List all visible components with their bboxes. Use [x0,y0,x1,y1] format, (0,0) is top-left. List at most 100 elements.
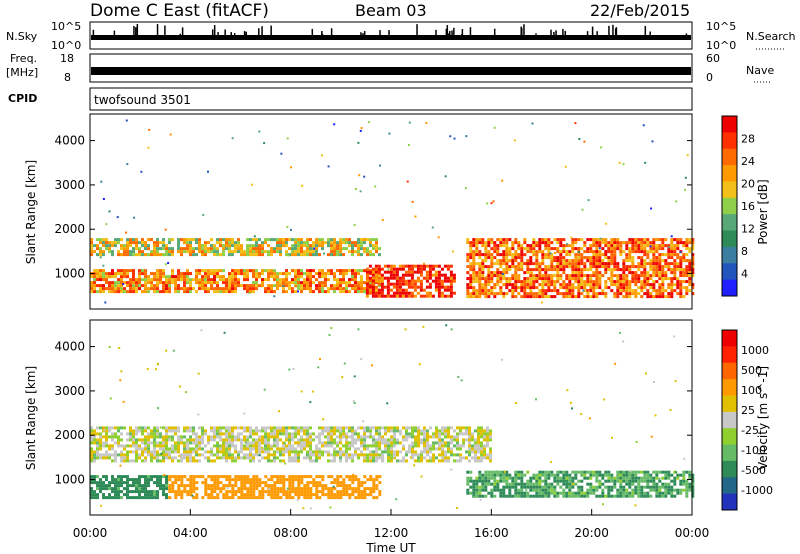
heatmap-cell [673,262,677,266]
heatmap-cell [447,435,450,439]
heatmap-cell [466,277,470,281]
heatmap-cell [652,247,656,251]
heatmap-cell [595,271,599,275]
heatmap-cell [517,247,521,251]
heatmap-cell [381,450,384,454]
heatmap-cell [342,435,345,439]
heatmap-cell [261,429,264,433]
colorbar-swatch [722,181,737,199]
heatmap-cell [381,456,384,460]
heatmap-cell [159,426,162,429]
heatmap-cell [577,277,581,281]
heatmap-cell [646,476,650,480]
heatmap-cell [333,447,336,451]
heatmap-cell [378,441,381,445]
heatmap-cell [685,289,689,293]
heatmap-cell [180,459,183,463]
heatmap-cell [544,247,548,251]
heatmap-cell [493,292,497,296]
heatmap-cell [297,496,301,500]
heatmap-cell [655,470,659,474]
heatmap-cell [111,432,114,436]
heatmap-cell [261,438,264,442]
heatmap-cell [153,493,156,497]
heatmap-cell [670,473,674,477]
heatmap-cell [237,281,240,285]
heatmap-cell [282,459,285,463]
heatmap-cell [547,277,551,281]
heatmap-cell [670,247,674,251]
heatmap-cell [474,438,477,442]
heatmap-cell [571,283,575,287]
heatmap-cell [604,494,608,498]
heatmap-cell [144,272,147,276]
heatmap-cell [351,278,354,282]
heatmap-cell [568,253,572,257]
heatmap-cell [243,435,246,439]
heatmap-cell [411,441,414,445]
heatmap-cell [285,438,288,442]
heatmap-cell [505,238,509,242]
heatmap-cell [255,453,258,457]
heatmap-cell [374,267,378,271]
heatmap-cell [93,481,96,485]
heatmap-cell [496,253,500,257]
heatmap-cell [478,256,482,260]
heatmap-cell [105,429,108,433]
heatmap-cell [580,485,584,489]
heatmap-cell [153,244,156,248]
heatmap-cell [375,478,379,482]
heatmap-cell [255,275,258,279]
heatmap-cell [589,277,593,281]
heatmap-cell [622,340,625,343]
heatmap-cell [508,280,512,284]
heatmap-cell [174,426,177,430]
heatmap-cell [619,482,623,486]
heatmap-cell [213,496,217,500]
heatmap-cell [204,272,207,276]
heatmap-cell [201,432,204,436]
heatmap-cell [144,278,147,282]
heatmap-cell [664,491,668,495]
heatmap-cell [637,241,641,245]
heatmap-cell [446,264,450,268]
heatmap-cell [309,459,312,463]
heatmap-cell [330,493,334,497]
heatmap-cell [616,491,620,495]
heatmap-cell [487,244,491,248]
nave-tick-bottom: 0 [706,71,713,84]
heatmap-cell [345,287,348,291]
heatmap-cell [111,426,114,430]
heatmap-cell [261,493,265,497]
heatmap-cell [204,456,207,460]
heatmap-cell [306,275,309,279]
heatmap-cell [243,453,246,457]
heatmap-cell [96,450,99,454]
heatmap-cell [369,493,373,497]
heatmap-cell [484,286,488,290]
heatmap-cell [393,438,396,442]
heatmap-cell [333,275,336,279]
heatmap-cell [162,253,165,257]
heatmap-cell [195,493,199,497]
y-tick-label: 4000 [54,134,85,148]
heatmap-cell [422,276,426,280]
heatmap-cell [474,447,477,451]
heatmap-cell [580,494,584,498]
heatmap-cell [213,269,216,273]
heatmap-cell [388,132,391,135]
heatmap-cell [503,470,506,473]
cpid-value: twofsound 3501 [94,93,191,107]
heatmap-cell [228,290,231,294]
heatmap-cell [138,484,141,488]
heatmap-cell [171,278,174,282]
heatmap-cell [538,265,542,269]
heatmap-cell [484,473,488,477]
heatmap-cell [336,490,340,494]
heatmap-cell [279,475,283,479]
heatmap-cell [225,478,229,482]
heatmap-cell [249,459,252,463]
heatmap-cell [423,426,426,430]
heatmap-cell [426,444,429,448]
heatmap-cell [150,429,153,433]
